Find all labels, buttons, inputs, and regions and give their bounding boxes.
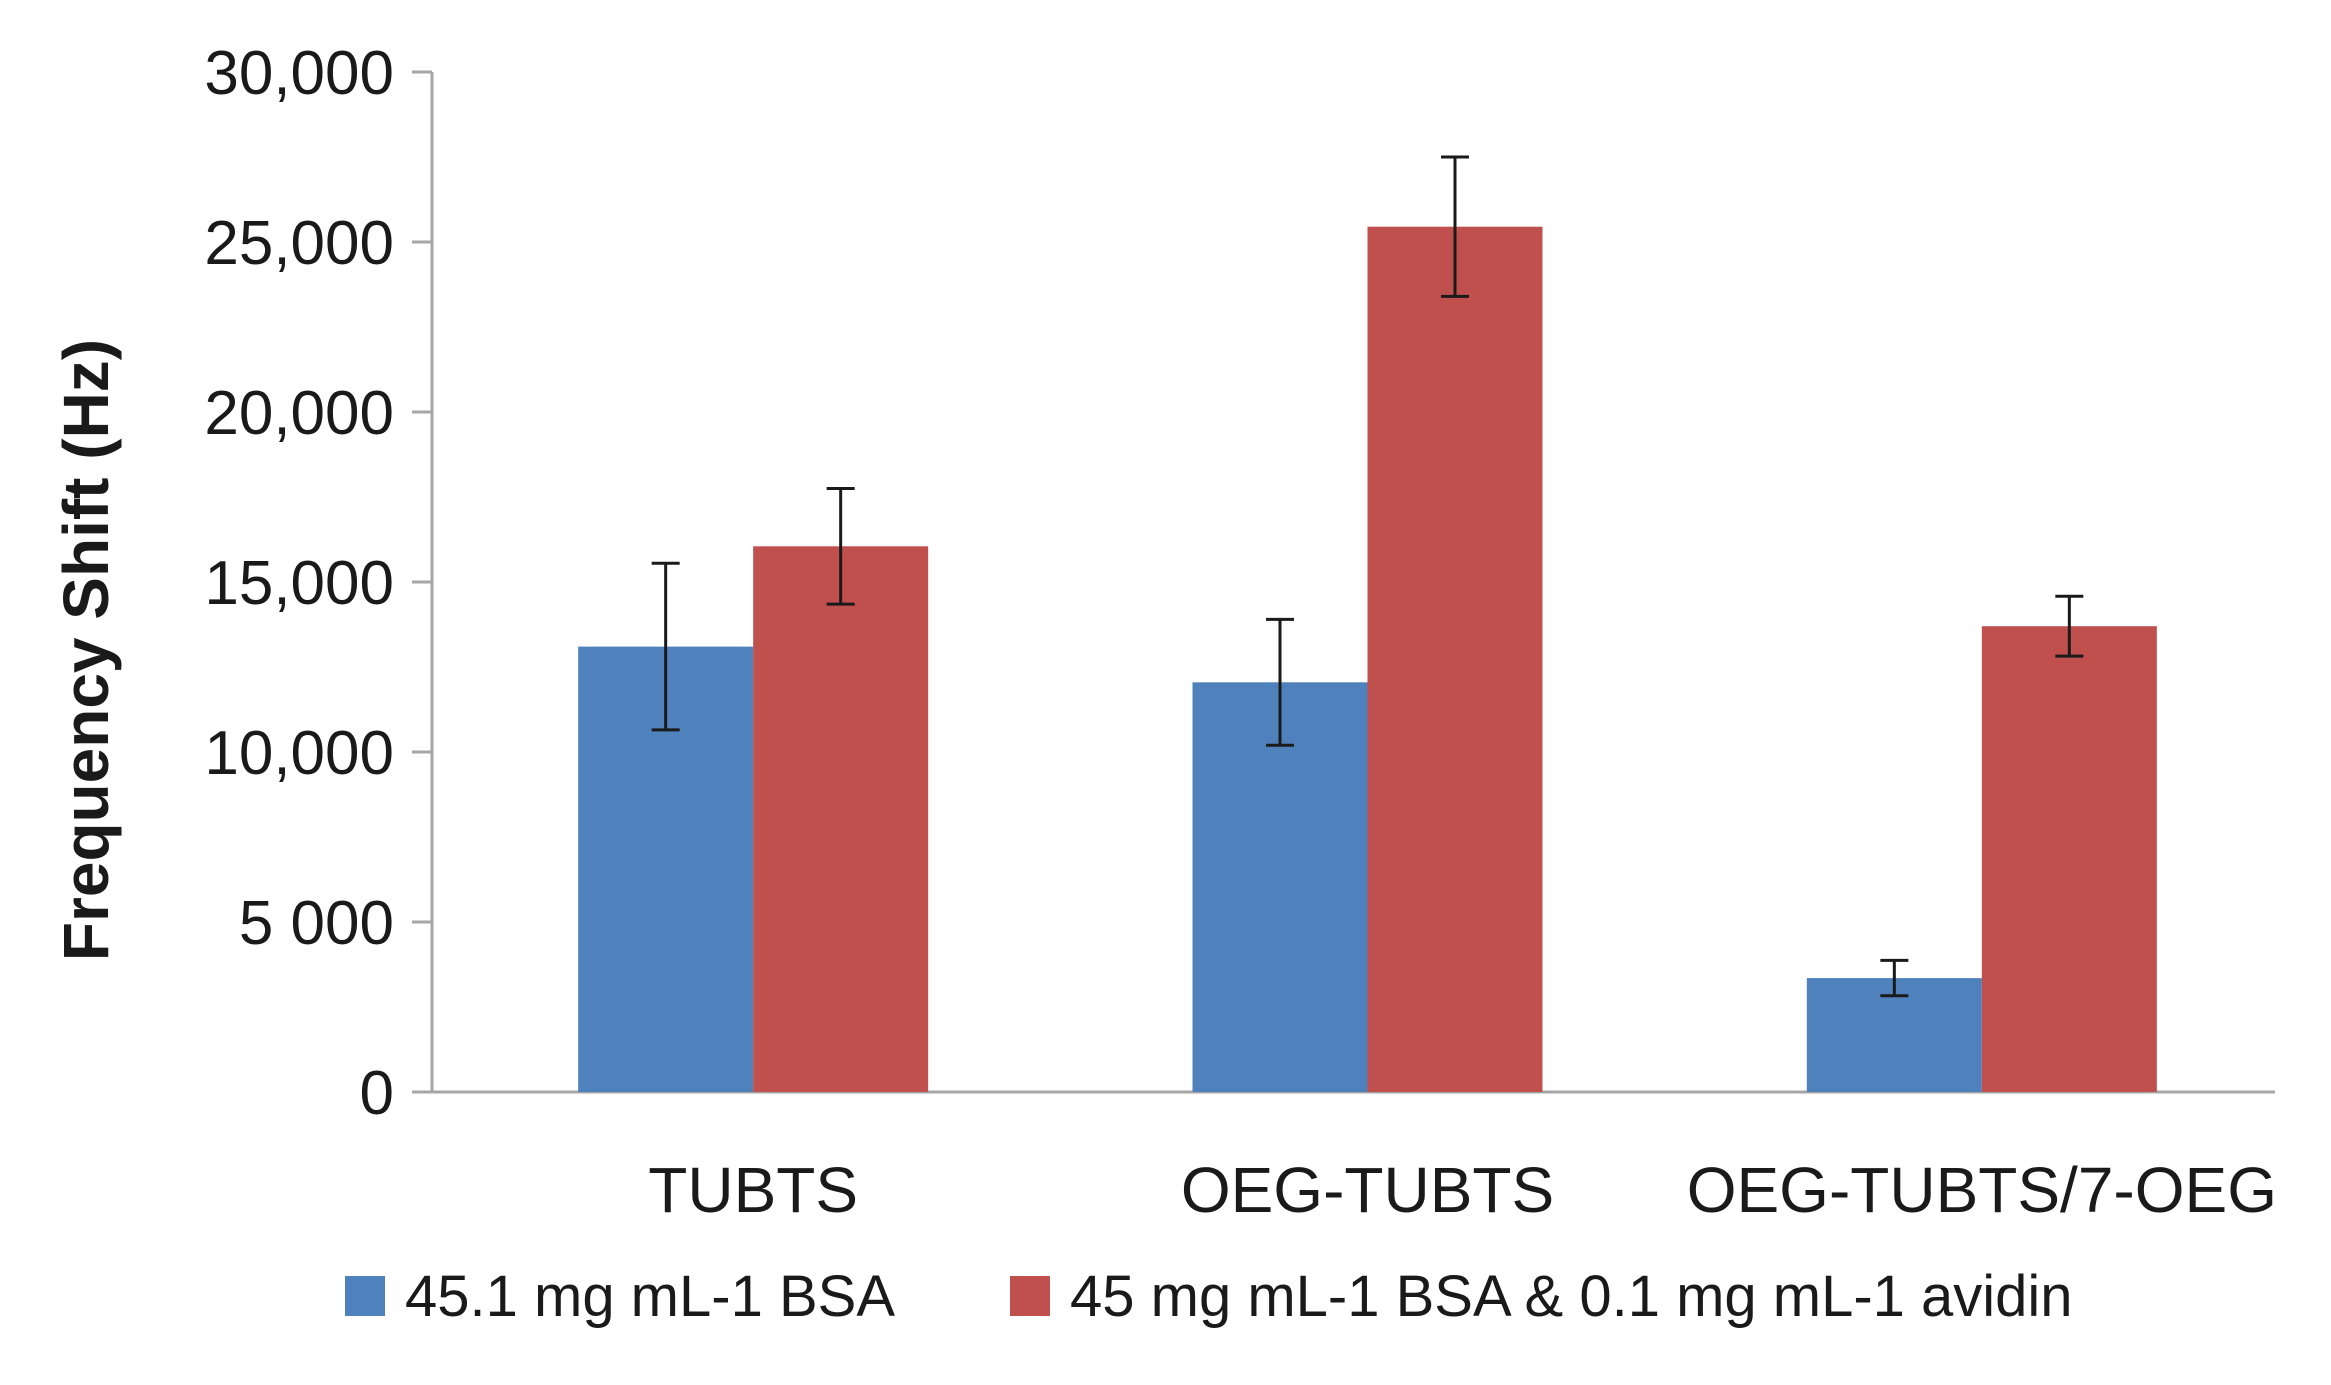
y-tick-label: 15,000	[204, 549, 394, 618]
legend-label: 45 mg mL-1 BSA & 0.1 mg mL-1 avidin	[1070, 1264, 2073, 1329]
y-axis-title-group: Frequency Shift (Hz)	[50, 339, 122, 961]
bar	[753, 546, 929, 1092]
x-category-labels: TUBTS OEG-TUBTS OEG-TUBTS/7-OEG	[648, 1154, 2277, 1226]
y-tick-label: 10,000	[204, 719, 394, 788]
y-tick-label: 5 000	[239, 889, 394, 958]
bar	[1981, 626, 2157, 1092]
y-tick-label: 20,000	[204, 379, 394, 448]
y-axis-title: Frequency Shift (Hz)	[50, 339, 122, 961]
error-bars	[651, 155, 2084, 998]
y-tick-label: 25,000	[204, 209, 394, 278]
legend-swatch	[345, 1276, 385, 1316]
bar	[1367, 226, 1543, 1092]
x-category-label: OEG-TUBTS/7-OEG	[1687, 1154, 2277, 1226]
legend: 45.1 mg mL-1 BSA 45 mg mL-1 BSA & 0.1 mg …	[345, 1264, 2073, 1329]
y-ticks: 0 5 000 10,000 15,000 20,000 25,000 30,000	[204, 39, 432, 1128]
y-tick-label: 0	[360, 1059, 394, 1128]
legend-label: 45.1 mg mL-1 BSA	[405, 1264, 895, 1329]
x-category-label: TUBTS	[648, 1154, 858, 1226]
bars	[578, 226, 2157, 1092]
legend-swatch	[1010, 1276, 1050, 1316]
x-category-label: OEG-TUBTS	[1181, 1154, 1554, 1226]
y-tick-label: 30,000	[204, 39, 394, 108]
bar	[1192, 682, 1368, 1092]
